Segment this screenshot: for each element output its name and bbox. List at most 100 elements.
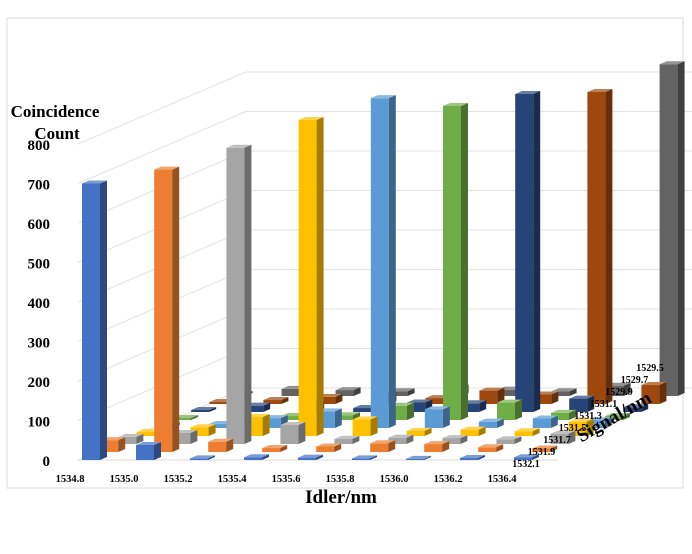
bar-side (479, 400, 487, 412)
bar-top (263, 397, 289, 401)
bar-front (245, 405, 264, 412)
bar-top (118, 433, 144, 437)
bar-side (370, 455, 377, 460)
bar (298, 454, 323, 460)
bar-top (389, 388, 415, 392)
bar-front (82, 183, 100, 460)
bar-front (532, 448, 551, 452)
bar-side (586, 418, 594, 436)
y-tick-label: 400 (28, 296, 51, 312)
bar-front (118, 436, 137, 444)
bar-front (425, 398, 444, 404)
bar-front (497, 389, 516, 396)
bar-side (514, 436, 522, 444)
bar (659, 61, 685, 396)
y-axis-title-line2: Count (34, 124, 80, 143)
bar-side (533, 91, 541, 413)
y-tick-label: 700 (28, 178, 51, 194)
bar-top (136, 441, 161, 445)
bar-top (442, 435, 468, 439)
bar-top (551, 409, 576, 413)
bar-side (623, 382, 631, 396)
bar-top (532, 445, 558, 449)
bar-front (370, 443, 389, 452)
bar-top (317, 393, 343, 397)
bar-front (352, 419, 371, 436)
bar-side (334, 443, 342, 452)
bar (497, 399, 522, 420)
bar (587, 88, 613, 404)
bar-side (388, 440, 396, 452)
bar-top (497, 399, 522, 403)
z-tick-label: 1531.1 (590, 399, 618, 410)
bar-front (478, 447, 497, 452)
bar-top (424, 406, 450, 410)
bar-top (406, 427, 432, 431)
bar-front (262, 448, 281, 452)
bar (623, 404, 649, 412)
bar (208, 438, 234, 452)
bar-front (460, 429, 479, 436)
bar-front (388, 437, 407, 444)
bar-side (605, 88, 613, 404)
bar (605, 413, 630, 420)
y-tick-label: 800 (28, 138, 51, 154)
bar (190, 424, 216, 436)
z-tick-label: 1531.3 (574, 411, 602, 422)
bar-top (406, 455, 431, 459)
bar-front (317, 396, 336, 404)
z-tick-label: 1529.5 (636, 363, 664, 374)
z-tick-label: 1531.9 (528, 447, 556, 458)
bar-front (496, 439, 515, 444)
bar-side (262, 414, 270, 436)
x-axis-title: Idler/nm (305, 487, 377, 508)
bar-top (298, 454, 323, 458)
bar (317, 393, 343, 404)
bar-top (424, 441, 450, 445)
bar-side (280, 445, 288, 452)
bar-front (334, 438, 353, 444)
bar-front (262, 418, 281, 428)
bar-front (442, 438, 461, 444)
bar-side (424, 455, 431, 460)
bar-front (335, 390, 354, 396)
bar (191, 407, 217, 412)
bar-top (587, 88, 613, 92)
bar (514, 454, 539, 460)
bar-front (280, 425, 299, 444)
bar-front (352, 458, 370, 460)
bar-front (406, 458, 424, 460)
bar (334, 435, 360, 444)
bar-top (460, 455, 485, 459)
y-tick-label: 300 (28, 336, 51, 352)
bar-front (551, 412, 569, 420)
bar-front (551, 391, 570, 396)
z-tick-label: 1529.9 (605, 387, 633, 398)
bar-side (587, 395, 595, 412)
bars-layer (82, 61, 685, 460)
bar-side (226, 438, 234, 452)
bar-side (154, 441, 161, 460)
bar-side (550, 445, 558, 452)
bar (316, 443, 342, 452)
bar-side (370, 416, 378, 436)
bar-side (550, 415, 558, 428)
bar-top (550, 430, 576, 434)
bar-side (478, 426, 486, 436)
bar-top (460, 426, 486, 430)
bar-side (208, 424, 216, 436)
bar-front (407, 402, 426, 412)
bar-top (659, 61, 685, 65)
bar (190, 455, 215, 460)
bar-top (515, 91, 541, 95)
bar (550, 430, 576, 444)
z-tick-label: 1529.7 (621, 375, 649, 386)
bar-front (550, 433, 569, 444)
bar-top (244, 454, 269, 458)
bar-side (298, 422, 306, 444)
bar-side (316, 117, 324, 436)
bar-front (353, 408, 372, 412)
x-tick-label: 1535.2 (164, 474, 193, 485)
bar-side (407, 402, 414, 420)
z-tick-label: 1531.5 (559, 423, 587, 434)
